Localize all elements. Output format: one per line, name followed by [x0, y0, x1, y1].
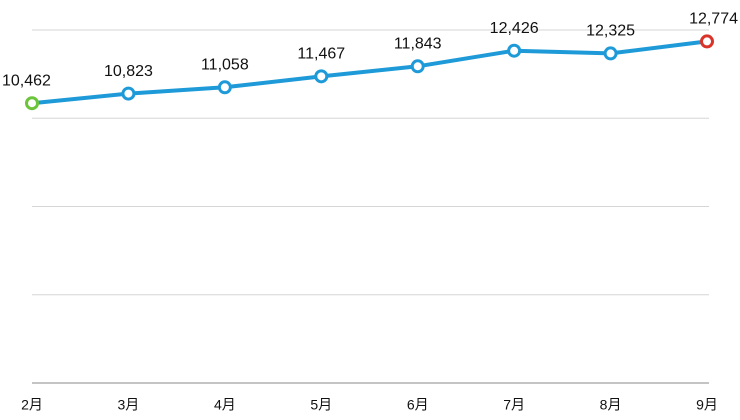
- data-label: 10,462: [2, 72, 51, 89]
- data-label: 12,325: [586, 23, 635, 40]
- data-label: 11,058: [201, 57, 249, 74]
- x-tick-label: 4月: [214, 397, 236, 413]
- line: [31, 39, 708, 106]
- data-label: 10,823: [104, 63, 153, 80]
- x-tick-label: 9月: [696, 397, 718, 413]
- point: [314, 69, 329, 84]
- x-tick-label: 3月: [118, 397, 140, 413]
- point: [25, 96, 39, 111]
- point: [603, 46, 618, 61]
- point: [507, 43, 522, 58]
- x-tick-label: 5月: [310, 397, 332, 413]
- x-tick-label: 8月: [600, 397, 622, 413]
- data-label: 12,774: [689, 11, 738, 28]
- point: [410, 59, 425, 74]
- point: [700, 34, 714, 49]
- x-tick-label: 7月: [503, 397, 525, 413]
- point: [121, 86, 136, 101]
- x-tick-label: 2月: [21, 397, 43, 413]
- data-label: 11,843: [394, 36, 442, 53]
- point: [217, 80, 232, 95]
- data-label: 12,426: [490, 20, 539, 37]
- x-tick-label: 6月: [407, 397, 429, 413]
- data-label: 11,467: [297, 46, 345, 63]
